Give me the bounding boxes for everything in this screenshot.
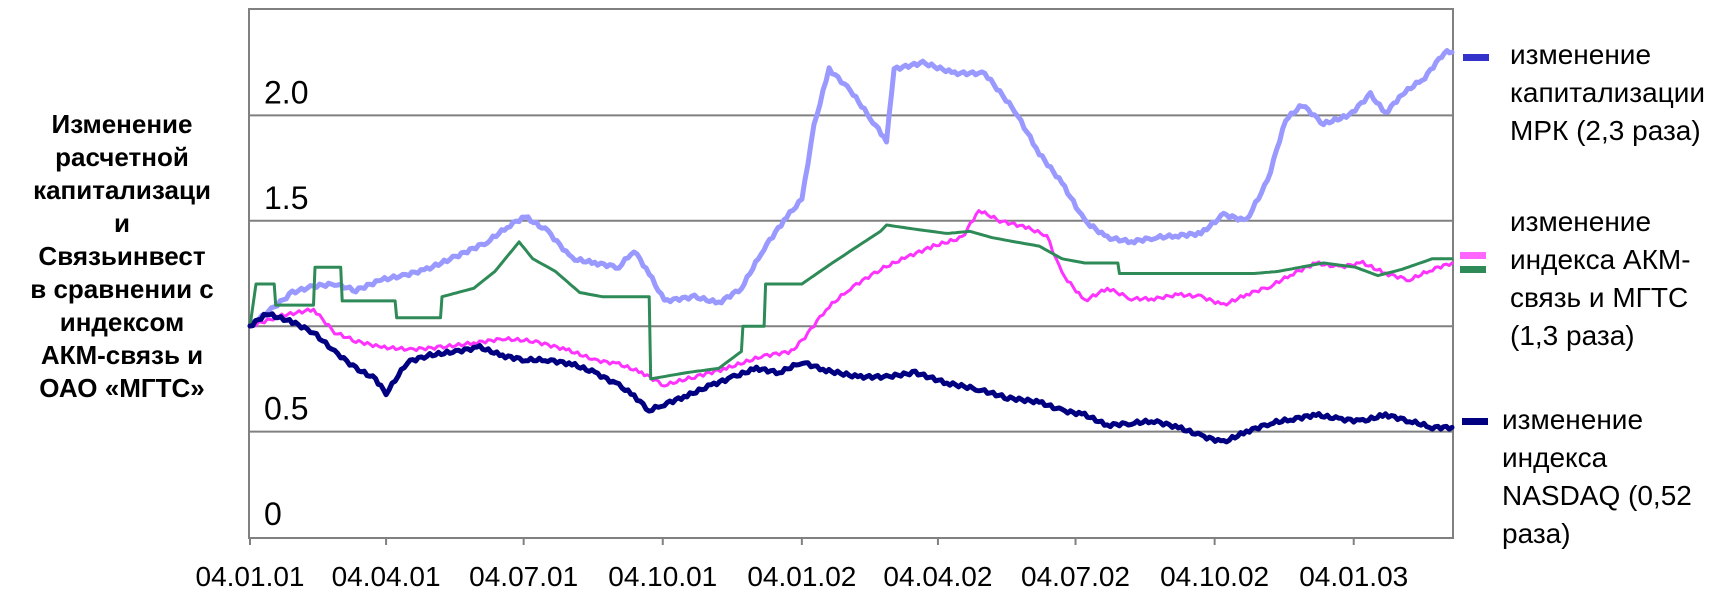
y-tick-label: 0.5 bbox=[264, 391, 308, 427]
y-tick-label: 1.5 bbox=[264, 180, 308, 216]
y-tick-label: 0 bbox=[264, 496, 282, 532]
x-tick-label: 04.01.03 bbox=[1299, 561, 1408, 592]
series-line-navy bbox=[247, 311, 1455, 445]
x-tick-label: 04.07.01 bbox=[469, 561, 578, 592]
series-line-green bbox=[248, 223, 1454, 381]
series-line-light-blue bbox=[247, 48, 1455, 329]
x-tick-label: 04.01.01 bbox=[196, 561, 305, 592]
x-tick-label: 04.04.02 bbox=[883, 561, 992, 592]
y-tick-labels: 0 0.5 1.5 2.0 bbox=[264, 74, 308, 532]
x-tick-label: 04.07.02 bbox=[1021, 561, 1130, 592]
legend-entry-akm-mgts: изменение индекса АКМ- связь и МГТС (1,3… bbox=[1510, 206, 1691, 351]
legend-swatch-nasdaq bbox=[1462, 418, 1488, 425]
x-tick-label: 04.10.01 bbox=[608, 561, 717, 592]
y-axis-label: Изменение расчетной капитализаци и Связь… bbox=[30, 109, 214, 403]
series-lines bbox=[247, 48, 1455, 445]
x-tick-label: 04.04.01 bbox=[332, 561, 441, 592]
legend-entry-mrk: изменение капитализации МРК (2,3 раза) bbox=[1510, 39, 1706, 146]
legend-swatch-mrk bbox=[1463, 54, 1489, 61]
legend-swatch-mgts bbox=[1460, 266, 1486, 273]
x-axis: 04.01.01 04.04.01 04.07.01 04.10.01 04.01.02… bbox=[196, 537, 1408, 592]
y-tick-label: 2.0 bbox=[264, 74, 308, 110]
legend-entry-nasdaq: изменение индекса NASDAQ (0,52 раза) bbox=[1502, 404, 1692, 549]
x-tick-label: 04.01.02 bbox=[747, 561, 856, 592]
legend-swatch-akm bbox=[1460, 252, 1486, 259]
series-line-magenta bbox=[248, 209, 1454, 388]
x-tick-label: 04.10.02 bbox=[1160, 561, 1269, 592]
